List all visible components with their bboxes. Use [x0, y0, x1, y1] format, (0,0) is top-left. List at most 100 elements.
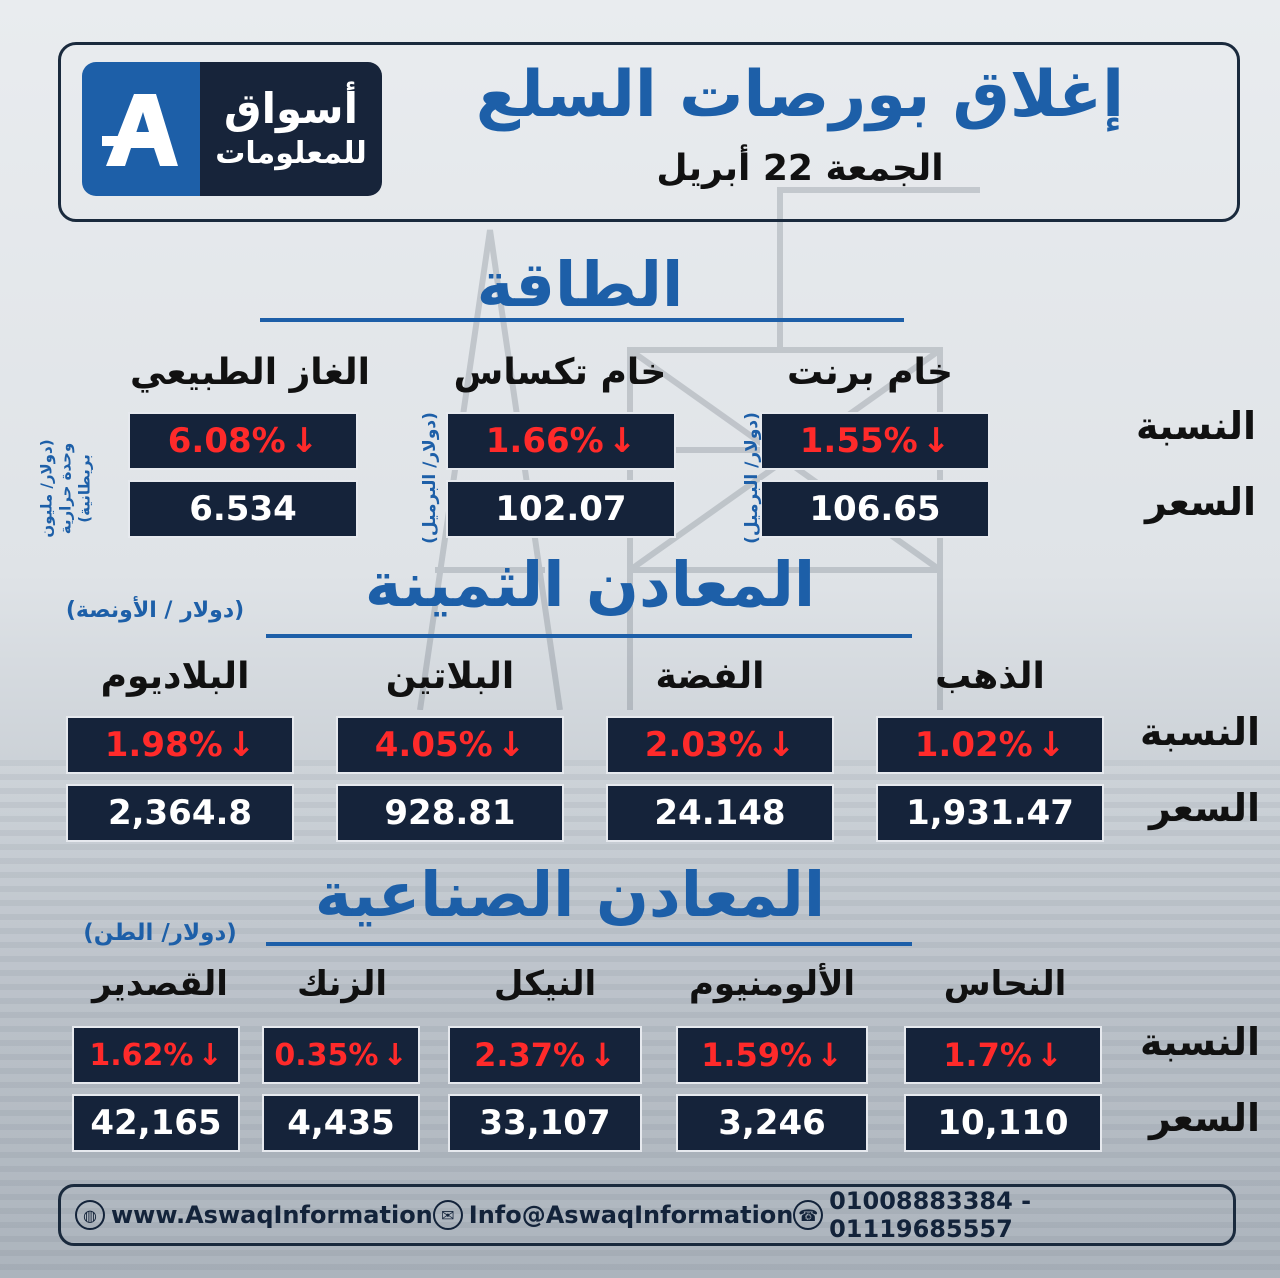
aluminum-name: الألومنيوم: [688, 964, 856, 1004]
gold-price-box: 1,931.47: [876, 784, 1104, 842]
copper-price-box: 10,110: [904, 1094, 1102, 1152]
mail-icon: ✉: [432, 1200, 463, 1230]
nickel-change: 2.37%: [474, 1036, 586, 1074]
industrial-price-label: السعر: [1148, 1096, 1260, 1140]
natural-gas-price: 6.534: [189, 489, 297, 529]
natural-gas-unit-line-3: بريطانية): [75, 454, 94, 523]
natural-gas-change: 6.08%: [167, 421, 286, 461]
industrial-unit: (دولار/ الطن): [83, 920, 237, 946]
silver-price: 24.148: [654, 793, 786, 833]
down-arrow-icon: ↓: [289, 421, 319, 461]
down-arrow-icon: ↓: [816, 1036, 843, 1074]
aluminum-change: 1.59%: [701, 1036, 813, 1074]
logo-line-1: أسواق: [224, 84, 358, 133]
brent-price: 106.65: [809, 489, 941, 529]
texas-name: خام تكساس: [453, 352, 667, 393]
phone-text[interactable]: 01008883384 - 01119685557: [829, 1187, 1032, 1243]
nickel-change-box: 2.37% ↓: [448, 1026, 642, 1084]
logo-mark: [82, 62, 200, 196]
logo-text: أسواق للمعلومات: [200, 62, 382, 196]
silver-name: الفضة: [655, 656, 765, 697]
down-arrow-icon: ↓: [1035, 1036, 1063, 1074]
email-contact[interactable]: ✉ Info@AswaqInformation: [432, 1200, 794, 1230]
palladium-price: 2,364.8: [107, 793, 253, 833]
natural-gas-name: الغاز الطبيعي: [129, 352, 370, 393]
gold-price: 1,931.47: [906, 793, 1074, 833]
palladium-name: البلاديوم: [100, 656, 250, 697]
sea-background: [0, 760, 1280, 1278]
contact-footer: ◍ www.AswaqInformation ✉ Info@AswaqInfor…: [58, 1184, 1236, 1246]
header-frame: [58, 42, 1240, 222]
precious-section-title: المعادن الثمينة: [364, 548, 816, 621]
down-arrow-icon: ↓: [589, 1036, 616, 1074]
aluminum-price-box: 3,246: [676, 1094, 868, 1152]
palladium-change: 1.98%: [104, 725, 223, 765]
tin-name: القصدير: [92, 964, 228, 1004]
natural-gas-unit: (دولار/ مليون وحدة حرارية بريطانية): [38, 389, 95, 589]
silver-price-box: 24.148: [606, 784, 834, 842]
copper-price: 10,110: [937, 1103, 1069, 1143]
zinc-name: الزنك: [297, 964, 387, 1004]
tin-price: 42,165: [90, 1103, 222, 1143]
aluminum-change-box: 1.59% ↓: [676, 1026, 868, 1084]
energy-section-divider: [260, 318, 904, 322]
gold-name: الذهب: [935, 656, 1045, 697]
energy-percent-label: النسبة: [1135, 404, 1256, 448]
industrial-percent-label: النسبة: [1139, 1020, 1260, 1064]
zinc-price: 4,435: [287, 1103, 395, 1143]
silver-change-box: 2.03% ↓: [606, 716, 834, 774]
precious-percent-label: النسبة: [1139, 710, 1260, 754]
down-arrow-icon: ↓: [607, 421, 637, 461]
website-contact[interactable]: ◍ www.AswaqInformation: [75, 1200, 433, 1230]
texas-change: 1.66%: [485, 421, 604, 461]
energy-section-title: الطاقة: [476, 248, 684, 321]
brand-logo: أسواق للمعلومات: [82, 62, 382, 196]
globe-icon: ◍: [75, 1200, 105, 1230]
natural-gas-unit-line-2: وحدة حرارية: [56, 442, 75, 535]
nickel-price-box: 33,107: [448, 1094, 642, 1152]
down-arrow-icon: ↓: [496, 725, 526, 765]
logo-a-icon: [102, 94, 178, 166]
down-arrow-icon: ↓: [766, 725, 796, 765]
down-arrow-icon: ↓: [921, 421, 951, 461]
palladium-change-box: 1.98% ↓: [66, 716, 294, 774]
nickel-name: النيكل: [493, 964, 597, 1004]
gold-change-box: 1.02% ↓: [876, 716, 1104, 774]
palladium-price-box: 2,364.8: [66, 784, 294, 842]
phone-contact[interactable]: ☎ 01008883384 - 01119685557: [793, 1187, 1219, 1243]
down-arrow-icon: ↓: [226, 725, 256, 765]
email-text[interactable]: Info@AswaqInformation: [468, 1201, 794, 1229]
logo-line-2: للمعلومات: [215, 136, 367, 171]
precious-unit: (دولار / الأونصة): [65, 598, 245, 623]
gold-change: 1.02%: [914, 725, 1033, 765]
page-date: الجمعة 22 أبريل: [656, 148, 944, 189]
brent-change-box: 1.55% ↓: [760, 412, 990, 470]
down-arrow-icon: ↓: [382, 1037, 408, 1073]
tin-change: 1.62%: [89, 1037, 194, 1073]
down-arrow-icon: ↓: [1036, 725, 1066, 765]
zinc-change: 0.35%: [274, 1037, 379, 1073]
silver-change: 2.03%: [644, 725, 763, 765]
texas-price-box: 102.07: [446, 480, 676, 538]
natural-gas-change-box: 6.08% ↓: [128, 412, 358, 470]
industrial-section-divider: [266, 942, 912, 946]
platinum-change-box: 4.05% ↓: [336, 716, 564, 774]
zinc-price-box: 4,435: [262, 1094, 420, 1152]
brent-change: 1.55%: [799, 421, 918, 461]
brent-price-box: 106.65: [760, 480, 990, 538]
website-text[interactable]: www.AswaqInformation: [111, 1201, 433, 1229]
copper-change: 1.7%: [943, 1036, 1032, 1074]
tin-price-box: 42,165: [72, 1094, 240, 1152]
platinum-price-box: 928.81: [336, 784, 564, 842]
copper-change-box: 1.7% ↓: [904, 1026, 1102, 1084]
aluminum-price: 3,246: [718, 1103, 826, 1143]
natural-gas-unit-line-1: (دولار/ مليون: [37, 439, 56, 538]
brent-name: خام برنت: [787, 352, 953, 393]
page-title: إغلاق بورصات السلع: [475, 58, 1125, 132]
zinc-change-box: 0.35% ↓: [262, 1026, 420, 1084]
platinum-change: 4.05%: [374, 725, 493, 765]
industrial-section-title: المعادن الصناعية: [314, 858, 826, 931]
copper-name: النحاس: [943, 964, 1067, 1004]
natural-gas-price-box: 6.534: [128, 480, 358, 538]
texas-change-box: 1.66% ↓: [446, 412, 676, 470]
